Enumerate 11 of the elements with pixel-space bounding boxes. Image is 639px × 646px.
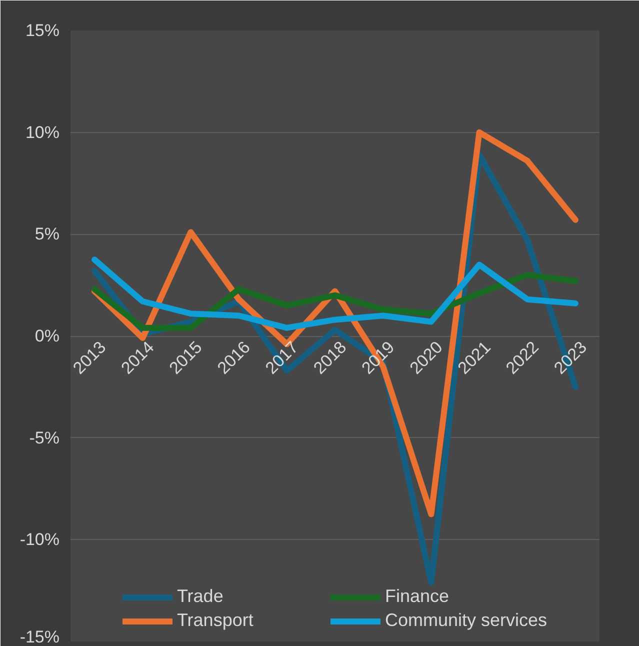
y-tick-label: -10%	[20, 530, 60, 550]
y-tick-label: 15%	[25, 21, 60, 40]
y-tick-label: 10%	[25, 122, 60, 142]
y-tick-label: -15%	[20, 628, 60, 646]
legend-label: Community services	[384, 610, 548, 631]
legend-label: Trade	[176, 586, 224, 607]
y-tick-label: 0%	[34, 326, 60, 346]
legend-label: Finance	[384, 586, 450, 607]
y-tick-label: -5%	[29, 428, 60, 448]
y-tick-label: 5%	[34, 224, 60, 244]
legend-label: Transport	[176, 610, 254, 631]
